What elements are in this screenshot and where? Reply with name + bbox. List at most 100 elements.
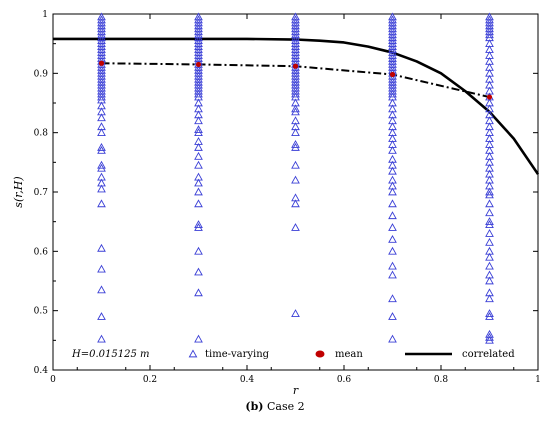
x-tick-label: 0 [50, 375, 56, 385]
time-varying-point [485, 187, 494, 196]
time-varying-point [97, 178, 106, 187]
time-varying-point [485, 122, 494, 131]
time-varying-point [291, 175, 300, 184]
time-varying-point [485, 56, 494, 65]
time-varying-point [97, 142, 106, 151]
time-varying-point [194, 125, 203, 134]
time-varying-point [291, 160, 300, 169]
time-varying-point [194, 178, 203, 187]
time-varying-point [388, 128, 397, 136]
time-varying-point [194, 151, 203, 160]
time-varying-point [485, 294, 494, 303]
axis-labels: r s(r,H) [12, 176, 299, 397]
time-varying-point [388, 334, 397, 343]
time-varying-point [388, 211, 397, 220]
time-varying-point [485, 45, 494, 53]
time-varying-point [194, 199, 203, 208]
time-varying-point [485, 116, 494, 125]
x-tick-label: 0.6 [337, 375, 352, 385]
time-varying-point [97, 264, 106, 273]
x-tick-label: 0.2 [143, 375, 157, 385]
time-varying-point [97, 243, 106, 252]
legend-mean-marker [315, 350, 325, 358]
time-varying-point [194, 288, 203, 297]
time-varying-point [485, 140, 494, 148]
time-varying-point [194, 172, 203, 181]
time-varying-point [194, 116, 203, 125]
mean-point [98, 60, 105, 66]
x-tick-label: 1 [535, 375, 541, 385]
time-varying-point [485, 110, 494, 119]
time-varying-point [291, 98, 300, 107]
time-varying-point [485, 151, 494, 160]
time-varying-point [388, 160, 397, 169]
time-varying-point [97, 12, 106, 21]
time-varying-point [388, 312, 397, 320]
time-varying-point [194, 98, 203, 107]
time-varying-point [388, 223, 397, 231]
time-varying-point [485, 261, 494, 270]
time-varying-point [485, 157, 494, 166]
legend-time-varying-label: time-varying [205, 349, 270, 360]
y-axis-label: s(r,H) [12, 176, 25, 207]
time-varying-point [388, 98, 397, 107]
time-varying-point [291, 116, 300, 125]
time-varying-point [485, 39, 494, 47]
time-varying-point [485, 276, 494, 285]
legend-time-varying-marker [188, 349, 198, 358]
time-varying-point [388, 122, 397, 131]
time-varying-point [485, 128, 494, 136]
time-varying-point [485, 175, 494, 184]
time-varying-point [485, 68, 494, 77]
y-tick-label: 1 [42, 10, 48, 20]
time-varying-point [485, 62, 494, 71]
time-varying-series [97, 12, 494, 344]
time-varying-point [194, 110, 203, 119]
time-varying-point [388, 246, 397, 255]
time-varying-point [485, 181, 494, 190]
time-varying-point [388, 181, 397, 190]
time-varying-point [194, 137, 203, 145]
time-varying-point [97, 128, 106, 136]
time-varying-point [485, 86, 494, 95]
time-varying-point [388, 187, 397, 196]
time-varying-point [485, 270, 494, 279]
time-varying-point [485, 98, 494, 107]
time-varying-point [485, 74, 494, 83]
time-varying-point [485, 217, 494, 225]
x-tick-label: 0.8 [434, 375, 449, 385]
y-tick-label: 0.4 [34, 366, 49, 376]
time-varying-point [388, 12, 397, 21]
time-varying-point [194, 160, 203, 169]
time-varying-point [194, 142, 203, 151]
time-varying-point [194, 334, 203, 343]
time-varying-point [291, 309, 300, 317]
time-varying-point [194, 104, 203, 113]
time-varying-point [388, 134, 397, 142]
time-varying-point [485, 246, 494, 255]
time-varying-point [485, 309, 494, 317]
time-varying-point [388, 261, 397, 270]
time-varying-point [97, 285, 106, 294]
time-varying-point [194, 12, 203, 21]
time-varying-point [291, 104, 300, 113]
time-varying-point [485, 237, 494, 246]
x-axis-label: r [293, 384, 299, 397]
time-varying-point [485, 12, 494, 21]
time-varying-point [388, 145, 397, 154]
time-varying-point [388, 116, 397, 125]
caption-text: Case 2 [263, 400, 305, 413]
y-tick-label: 0.6 [34, 247, 49, 257]
time-varying-point [485, 134, 494, 142]
time-varying-point [388, 234, 397, 243]
time-varying-point [291, 223, 300, 231]
time-varying-point [97, 184, 106, 193]
correlated-line [53, 37, 540, 175]
time-varying-point [388, 166, 397, 175]
time-varying-point [97, 160, 106, 169]
caption-label: (b) [245, 400, 264, 413]
time-varying-point [388, 294, 397, 303]
time-varying-point [291, 128, 300, 136]
legend-correlated-label: correlated [462, 349, 515, 360]
